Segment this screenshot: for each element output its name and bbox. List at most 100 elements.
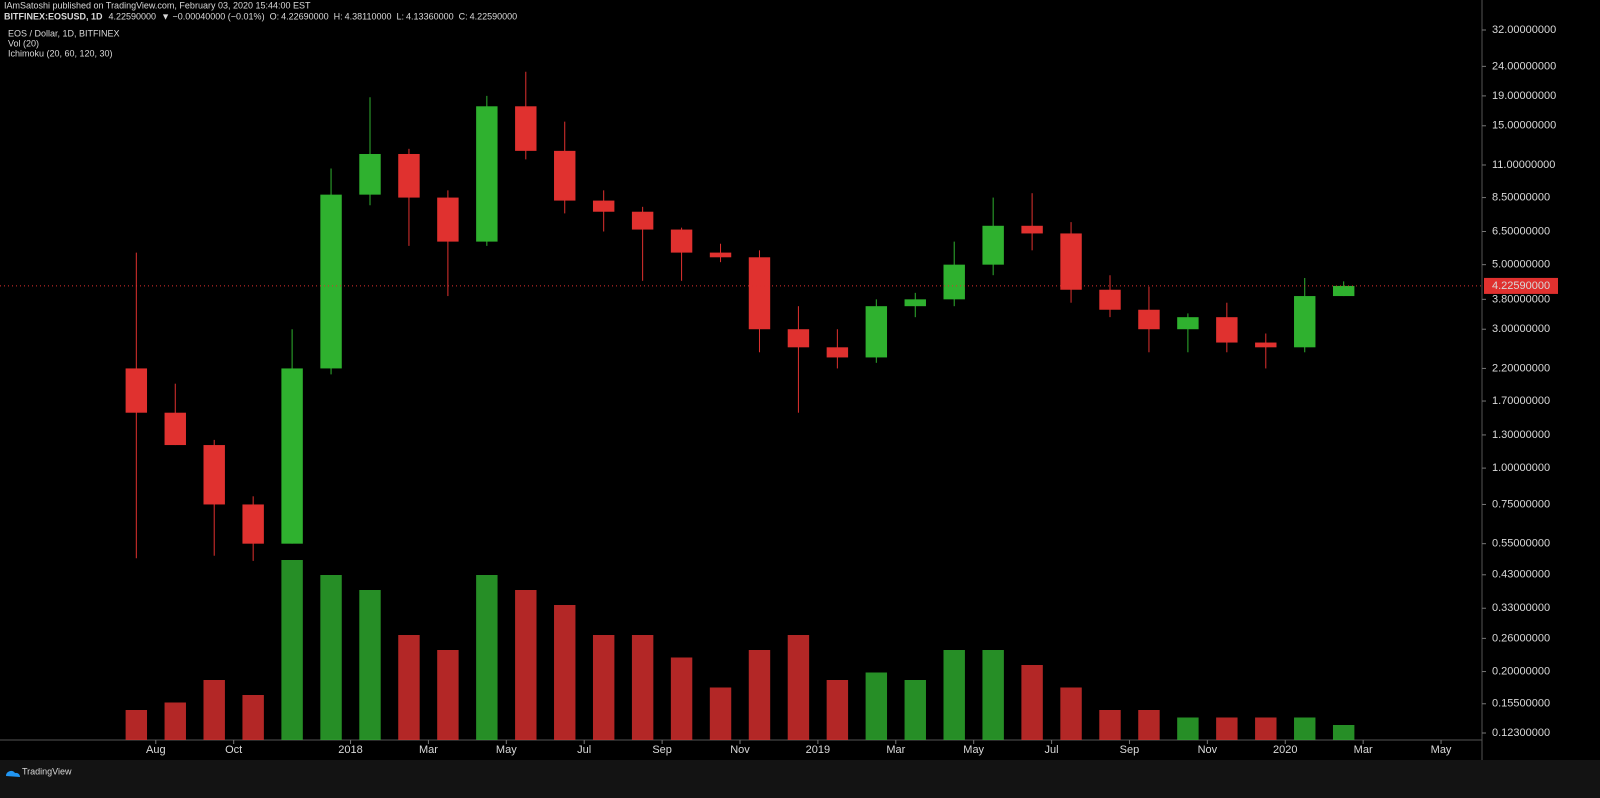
- header-value: 4.22690000: [281, 11, 329, 21]
- y-tick-label: 32.00000000: [1492, 24, 1556, 36]
- volume-bar: [709, 687, 732, 740]
- volume-bar: [1255, 717, 1277, 740]
- y-tick-label: 0.55000000: [1492, 538, 1550, 550]
- y-tick-label: 1.30000000: [1492, 429, 1550, 441]
- volume-bar: [787, 635, 810, 740]
- author-line: IAmSatoshi published on TradingView.com,…: [4, 0, 311, 10]
- volume-bar: [1177, 717, 1199, 740]
- candle-body: [592, 200, 615, 212]
- volume-bar: [865, 672, 888, 740]
- logo: [6, 771, 21, 777]
- volume-bar: [943, 650, 965, 740]
- candle-body: [437, 197, 459, 242]
- volume-bar: [1060, 687, 1082, 740]
- volume-bar: [359, 590, 381, 740]
- volume-bar: [437, 650, 459, 740]
- volume-bar: [242, 695, 264, 740]
- header-value: 4.22590000: [109, 11, 157, 21]
- volume-bar: [203, 680, 225, 740]
- volume-bar: [125, 710, 148, 740]
- x-tick-label: Mar: [1354, 744, 1373, 756]
- candle-body: [1177, 317, 1199, 330]
- legend-item: EOS / Dollar, 1D, BITFINEX: [8, 28, 120, 38]
- y-tick-label: 0.43000000: [1492, 569, 1550, 581]
- y-tick-label: 0.33000000: [1492, 602, 1550, 614]
- y-tick-label: 1.00000000: [1492, 462, 1550, 474]
- volume-bar: [164, 702, 186, 740]
- candle-body: [826, 347, 849, 358]
- volume-bar: [904, 680, 926, 740]
- candle-body: [709, 252, 732, 258]
- candle-body: [1294, 296, 1316, 348]
- volume-bar: [1294, 717, 1316, 740]
- x-tick-label: Aug: [146, 744, 166, 756]
- header-value: 4.13360000: [406, 11, 454, 21]
- candle-body: [476, 106, 498, 242]
- volume-bar: [1138, 710, 1160, 740]
- volume-bar: [1021, 665, 1043, 740]
- volume-bar: [1216, 717, 1238, 740]
- candle-body: [904, 299, 926, 307]
- y-tick-label: 0.26000000: [1492, 632, 1550, 644]
- candle-body: [787, 329, 810, 348]
- candle-body: [203, 445, 225, 505]
- header-value: O:: [270, 11, 280, 21]
- x-tick-label: Mar: [419, 744, 438, 756]
- volume-bar: [398, 635, 420, 740]
- legend-item: Ichimoku (20, 60, 120, 30): [8, 48, 113, 58]
- y-tick-label: 1.70000000: [1492, 395, 1550, 407]
- last-price-label: 4.22590000: [1492, 280, 1550, 292]
- x-tick-label: Mar: [886, 744, 905, 756]
- y-tick-label: 5.00000000: [1492, 259, 1550, 271]
- y-tick-label: 8.50000000: [1492, 191, 1550, 203]
- header-value: L:: [397, 11, 405, 21]
- x-tick-label: May: [496, 744, 517, 756]
- candle-body: [515, 106, 537, 151]
- x-tick-label: 2018: [338, 744, 362, 756]
- volume-bar: [1332, 725, 1355, 740]
- volume-bar: [515, 590, 537, 740]
- candle-body: [398, 153, 420, 198]
- x-tick-label: May: [1431, 744, 1452, 756]
- x-tick-label: Sep: [652, 744, 672, 756]
- footer-bar: [0, 760, 1600, 798]
- x-tick-label: Sep: [1120, 744, 1140, 756]
- brand: TradingView: [22, 766, 72, 776]
- x-tick-label: Nov: [730, 744, 750, 756]
- x-tick-label: Jul: [577, 744, 591, 756]
- volume-bar: [476, 575, 498, 740]
- volume-bar: [554, 605, 576, 740]
- volume-bar: [748, 650, 771, 740]
- candle-body: [1021, 225, 1043, 234]
- candle-body: [1099, 289, 1121, 310]
- x-tick-label: Oct: [225, 744, 242, 756]
- candle-body: [865, 306, 888, 358]
- y-tick-label: 15.00000000: [1492, 120, 1556, 132]
- x-tick-label: Nov: [1198, 744, 1218, 756]
- y-tick-label: 19.00000000: [1492, 90, 1556, 102]
- candle-body: [1060, 233, 1082, 290]
- volume-bar: [281, 560, 303, 740]
- candle-body: [125, 368, 148, 413]
- x-tick-label: May: [963, 744, 984, 756]
- candle-body: [320, 194, 342, 369]
- header-value: C:: [459, 11, 468, 21]
- candle-body: [281, 368, 303, 544]
- volume-bar: [1099, 710, 1121, 740]
- candle-body: [242, 504, 264, 544]
- y-tick-label: 6.50000000: [1492, 225, 1550, 237]
- candle-body: [670, 229, 693, 253]
- volume-bar: [826, 680, 849, 740]
- candle-body: [359, 153, 381, 195]
- header-value: ▼ −0.00040000 (−0.01%): [161, 11, 264, 21]
- y-tick-label: 0.75000000: [1492, 498, 1550, 510]
- x-tick-label: 2020: [1273, 744, 1297, 756]
- volume-bar: [320, 575, 342, 740]
- candle-body: [1332, 285, 1355, 297]
- candle-body: [943, 264, 965, 300]
- y-tick-label: 3.80000000: [1492, 293, 1550, 305]
- candle-body: [748, 257, 771, 330]
- candle-body: [1216, 317, 1238, 343]
- header-value: 4.38110000: [345, 11, 392, 21]
